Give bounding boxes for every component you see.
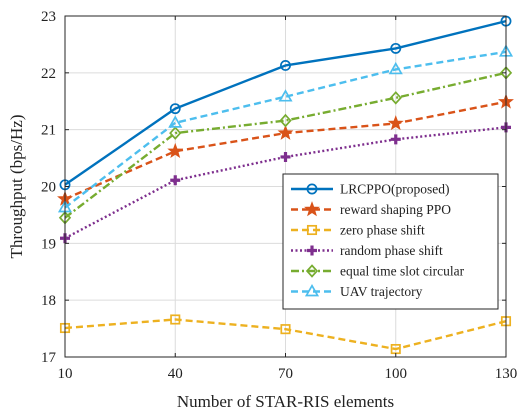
data-point	[280, 59, 291, 71]
legend-marker	[307, 245, 317, 256]
data-point	[280, 151, 291, 162]
data-point	[280, 324, 291, 335]
data-point	[170, 175, 181, 186]
y-tick-label: 23	[41, 9, 56, 25]
legend-marker	[305, 264, 319, 278]
legend-marker	[304, 201, 320, 217]
y-tick-label: 21	[41, 123, 56, 139]
legend-label: LRCPPO(proposed)	[340, 182, 450, 197]
data-point	[390, 134, 401, 145]
data-point	[279, 113, 292, 128]
x-tick-label: 100	[385, 366, 408, 382]
data-point	[169, 126, 182, 140]
y-tick-label: 19	[41, 236, 56, 252]
data-point	[170, 314, 181, 325]
data-point	[278, 89, 293, 102]
legend: LRCPPO(proposed) reward shaping PPO zero p…	[282, 173, 499, 310]
legend-label: equal time slot circular	[340, 264, 465, 279]
legend-marker	[306, 224, 318, 236]
data-point	[168, 115, 183, 128]
legend-label: reward shaping PPO	[340, 202, 451, 217]
data-point	[387, 115, 404, 131]
x-tick-label: 40	[168, 366, 183, 382]
legend-item: random phase shift	[291, 243, 443, 258]
data-point	[167, 142, 184, 159]
legend-marker	[304, 283, 320, 297]
legend-label: random phase shift	[340, 243, 443, 258]
y-tick-label: 22	[41, 66, 56, 82]
data-point	[389, 91, 402, 105]
y-tick-label: 18	[41, 293, 56, 309]
legend-box	[282, 173, 499, 310]
x-tick-label: 130	[495, 366, 518, 382]
legend-marker	[306, 183, 318, 195]
legend-item: LRCPPO(proposed)	[291, 182, 450, 197]
legend-item: UAV trajectory	[291, 283, 423, 299]
legend-item: zero phase shift	[291, 223, 425, 238]
tick-labels: 10 40 70 100 130 17 18 19 20 21 22 23	[41, 9, 517, 382]
legend-label: zero phase shift	[340, 223, 425, 238]
x-tick-label: 70	[278, 366, 293, 382]
series-3	[59, 314, 512, 355]
series-line	[64, 318, 507, 351]
legend-item: reward shaping PPO	[291, 201, 451, 217]
series-layer	[57, 15, 514, 355]
series-line	[64, 71, 507, 219]
legend-label: UAV trajectory	[340, 284, 423, 299]
data-point	[169, 103, 181, 115]
series-line	[64, 19, 507, 186]
data-point	[388, 61, 403, 75]
y-axis-label: Throughput (bps/Hz)	[7, 114, 26, 258]
y-tick-label: 20	[41, 180, 56, 196]
y-tick-label: 17	[41, 350, 57, 366]
x-tick-label: 10	[58, 366, 73, 382]
data-point	[390, 42, 402, 54]
x-axis-label: Number of STAR-RIS elements	[177, 392, 394, 411]
series-line	[64, 50, 507, 209]
legend-item: equal time slot circular	[291, 264, 465, 279]
data-point	[277, 124, 294, 140]
